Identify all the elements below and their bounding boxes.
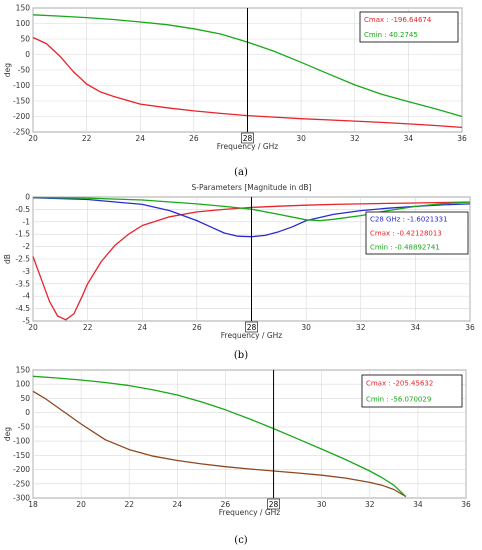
x-tick-label: 24 bbox=[137, 323, 147, 332]
x-tick-label: 18 bbox=[28, 500, 38, 509]
y-tick-label: -200 bbox=[13, 112, 30, 121]
y-tick-label: -200 bbox=[13, 465, 30, 474]
x-tick-label: 20 bbox=[28, 323, 38, 332]
y-tick-label: 0 bbox=[25, 408, 30, 417]
legend-box bbox=[365, 211, 469, 255]
x-tick-label: 30 bbox=[296, 134, 306, 143]
series-line-3 bbox=[32, 196, 471, 222]
y-tick-label: -100 bbox=[13, 437, 30, 446]
x-tick-label: 36 bbox=[465, 323, 475, 332]
x-tick-label: 22 bbox=[82, 134, 92, 143]
y-tick-label: -150 bbox=[13, 97, 30, 106]
x-tick-label: 26 bbox=[192, 323, 202, 332]
y-tick-label: -300 bbox=[13, 494, 30, 503]
x-tick-label: 36 bbox=[461, 500, 471, 509]
y-tick-label: -3 bbox=[23, 267, 31, 276]
panel-caption: (a) bbox=[234, 167, 248, 178]
x-tick-label: 34 bbox=[413, 500, 423, 509]
x-tick-label: 32 bbox=[350, 134, 360, 143]
series-line-1 bbox=[32, 201, 471, 321]
legend-entry: Cmax : -0.42128013 bbox=[370, 230, 442, 238]
x-tick-label: 26 bbox=[221, 500, 231, 509]
y-tick-label: -3.5 bbox=[15, 279, 30, 288]
panel-caption: (c) bbox=[234, 535, 248, 546]
y-tick-label: -50 bbox=[18, 66, 30, 75]
y-tick-label: -50 bbox=[18, 422, 30, 431]
x-tick-label: 26 bbox=[189, 134, 199, 143]
marker-label-box[interactable] bbox=[241, 132, 254, 144]
x-tick-label: 32 bbox=[365, 500, 375, 509]
y-tick-label: -1.5 bbox=[15, 230, 30, 239]
x-tick-label: 34 bbox=[404, 134, 414, 143]
series-line-2 bbox=[32, 197, 471, 238]
marker-label-box[interactable] bbox=[267, 498, 280, 510]
x-tick-label: 20 bbox=[28, 134, 38, 143]
x-tick-label: 24 bbox=[135, 134, 145, 143]
y-tick-label: 0 bbox=[25, 193, 30, 202]
x-tick-label: 30 bbox=[317, 500, 327, 509]
legend-entry: C28 GHz : -1.6021331 bbox=[370, 216, 448, 224]
x-tick-label: 34 bbox=[411, 323, 421, 332]
y-tick-label: -250 bbox=[13, 128, 30, 137]
legend-entry: Cmin : -56.070029 bbox=[366, 396, 431, 404]
y-tick-label: -1 bbox=[23, 217, 31, 226]
series-line-1 bbox=[32, 36, 463, 129]
x-tick-label: 20 bbox=[76, 500, 86, 509]
y-axis-title: deg bbox=[3, 427, 12, 441]
marker-label: 28 bbox=[269, 500, 279, 509]
chart-panel-3: 18 20 22 24 26 28 30 32 34 36 150 100 50 0 -50 -100 -150… bbox=[3, 366, 471, 547]
x-tick-label: 36 bbox=[457, 134, 467, 143]
y-tick-label: -2.5 bbox=[15, 255, 30, 264]
series-line-1 bbox=[32, 390, 407, 498]
y-tick-label: -4 bbox=[23, 292, 31, 301]
y-tick-label: 100 bbox=[16, 380, 31, 389]
x-axis-title: Frequency / GHz bbox=[217, 142, 278, 151]
x-axis-title: Frequency / GHz bbox=[219, 508, 280, 517]
x-tick-label: 22 bbox=[124, 500, 134, 509]
y-tick-label: -0.5 bbox=[15, 205, 30, 214]
marker-label-box[interactable] bbox=[245, 321, 258, 333]
x-tick-label: 24 bbox=[173, 500, 183, 509]
legend-entry: Cmax : -196.64674 bbox=[364, 16, 432, 24]
legend-entry: Cmax : -205.45632 bbox=[366, 380, 433, 388]
y-tick-label: -100 bbox=[13, 81, 30, 90]
y-tick-label: -150 bbox=[13, 451, 30, 460]
legend-entry: Cmin : 40.2745 bbox=[364, 31, 418, 39]
legend-box bbox=[359, 11, 459, 43]
x-tick-label: 22 bbox=[83, 323, 93, 332]
marker-label: 28 bbox=[243, 134, 253, 143]
legend-box bbox=[361, 374, 463, 408]
y-tick-label: 50 bbox=[20, 394, 30, 403]
chart-panel-1: 20 22 24 26 28 30 32 34 36 150 100 50 0 -50 -100 -150 -2… bbox=[3, 4, 467, 179]
x-tick-label: 30 bbox=[301, 323, 311, 332]
chart-title: S-Parameters [Magnitude in dB] bbox=[192, 183, 312, 192]
x-tick-label: 32 bbox=[356, 323, 366, 332]
panel-caption: (b) bbox=[234, 350, 248, 361]
marker-label: 28 bbox=[247, 323, 257, 332]
y-axis-title: dB bbox=[3, 254, 12, 264]
y-tick-label: -250 bbox=[13, 479, 30, 488]
y-tick-label: 150 bbox=[16, 4, 31, 13]
y-tick-label: -5 bbox=[23, 317, 31, 326]
legend-entry: Cmin : -0.48892741 bbox=[370, 244, 440, 252]
y-axis-title: deg bbox=[3, 63, 12, 77]
y-tick-label: 100 bbox=[16, 19, 31, 28]
x-axis-title: Frequency / GHz bbox=[221, 331, 282, 340]
y-tick-label: -2 bbox=[23, 242, 31, 251]
y-tick-label: -4.5 bbox=[15, 304, 30, 313]
series-line-2 bbox=[32, 375, 407, 498]
y-tick-label: 0 bbox=[25, 50, 30, 59]
chart-panel-2: 20 22 24 26 28 30 32 34 36 0 -0.5 -1 -1.5 -2 -2.5 -3 -3.… bbox=[3, 183, 475, 361]
y-tick-label: 150 bbox=[16, 366, 31, 375]
y-tick-label: 50 bbox=[20, 35, 30, 44]
